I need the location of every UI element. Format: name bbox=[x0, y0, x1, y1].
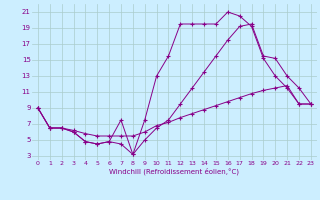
X-axis label: Windchill (Refroidissement éolien,°C): Windchill (Refroidissement éolien,°C) bbox=[109, 168, 239, 175]
